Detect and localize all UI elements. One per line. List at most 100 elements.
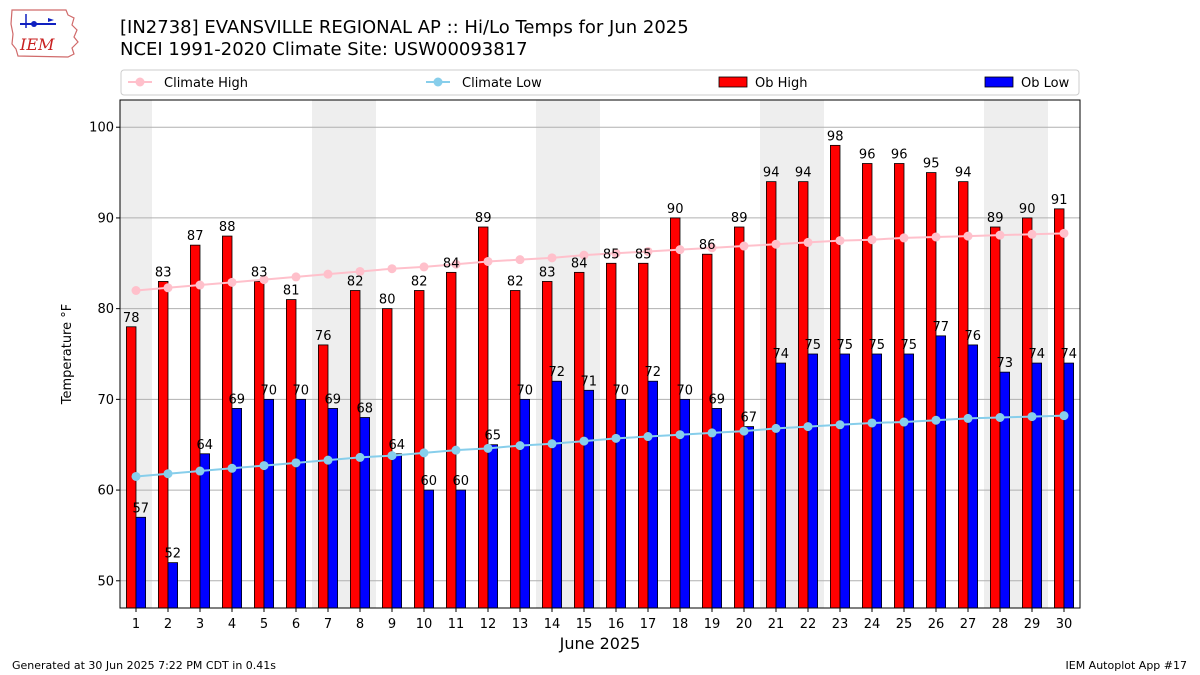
ob-low-bar (935, 335, 947, 609)
ob-low-value-label: 70 (261, 383, 278, 398)
climate-low-point (707, 428, 717, 438)
ob-high-value-label: 91 (1051, 193, 1068, 208)
ob-low-value-label: 60 (421, 474, 438, 489)
ob-low-value-label: 73 (997, 356, 1014, 371)
x-tick-label: 6 (292, 617, 300, 632)
climate-low-point (163, 469, 173, 479)
ob-high-value-label: 84 (571, 256, 588, 271)
climate-high-point (931, 232, 941, 242)
x-tick-label: 19 (704, 617, 721, 632)
ob-high-bar (958, 181, 969, 609)
ob-low-value-label: 77 (933, 320, 950, 335)
climate-low-point (323, 455, 333, 465)
climate-low-point (291, 458, 301, 468)
x-tick-label: 20 (736, 617, 753, 632)
ob-low-bar (135, 516, 147, 609)
plot-frame (119, 99, 1081, 609)
ob-high-bar (830, 144, 841, 609)
climate-high-point (675, 245, 685, 255)
climate-high-point (515, 255, 525, 265)
ob-low-value-label: 72 (549, 365, 566, 380)
ob-high-legend-swatch (718, 76, 748, 88)
climate-low-point (675, 430, 685, 440)
climate-high-point (707, 243, 717, 253)
ob-low-bar (839, 353, 851, 609)
ob-low-bar (711, 408, 723, 609)
ob-low-value-label: 75 (837, 338, 854, 353)
ob-low-value-label: 71 (581, 374, 598, 389)
climate-low-legend-marker (433, 77, 443, 87)
ob-high-bar (477, 226, 489, 609)
x-tick-label: 17 (640, 617, 657, 632)
climate-low-point (483, 443, 493, 453)
climate-high-point (355, 266, 365, 276)
ob-low-value-label: 70 (677, 383, 694, 398)
x-tick-label: 4 (228, 617, 236, 632)
climate-low-point (1027, 412, 1037, 422)
ob-high-value-label: 78 (123, 311, 140, 326)
chart-title: [IN2738] EVANSVILLE REGIONAL AP :: Hi/Lo… (120, 17, 689, 38)
x-tick-label: 25 (896, 617, 913, 632)
ob-low-value-label: 74 (1029, 347, 1046, 362)
ob-high-value-label: 89 (731, 211, 748, 226)
ob-low-value-label: 64 (197, 438, 214, 453)
ob-low-value-label: 76 (965, 329, 982, 344)
climate-low-point (899, 417, 909, 427)
ob-low-bar (519, 398, 531, 609)
ob-high-bar (862, 163, 873, 609)
ob-high-bar (126, 326, 137, 609)
x-tick-label: 15 (576, 617, 593, 632)
ob-low-value-label: 74 (773, 347, 790, 362)
ob-high-value-label: 85 (635, 247, 652, 262)
x-tick-label: 27 (960, 617, 977, 632)
x-tick-label: 9 (388, 617, 396, 632)
ob-high-value-label: 81 (283, 284, 300, 299)
ob-low-value-label: 75 (869, 338, 886, 353)
climate-low-legend-label: Climate Low (462, 76, 542, 91)
climate-low-point (195, 466, 205, 476)
ob-high-value-label: 96 (891, 148, 908, 163)
ob-high-value-label: 82 (411, 275, 428, 290)
x-tick-label: 13 (512, 617, 529, 632)
ob-low-bar (871, 353, 883, 609)
ob-low-bar (743, 426, 755, 609)
ob-high-value-label: 90 (667, 202, 684, 217)
climate-low-point (355, 452, 365, 462)
climate-high-line (135, 232, 1065, 292)
climate-low-point (739, 426, 749, 436)
ob-low-bar (263, 398, 275, 609)
climate-low-point (547, 439, 557, 449)
x-tick-label: 22 (800, 617, 817, 632)
ob-high-bar (445, 271, 457, 609)
ob-high-value-label: 84 (443, 256, 460, 271)
x-tick-label: 30 (1056, 617, 1073, 632)
ob-high-value-label: 98 (827, 129, 844, 144)
ob-high-value-label: 94 (763, 166, 780, 181)
ob-high-value-label: 94 (955, 166, 972, 181)
x-tick-label: 11 (448, 617, 465, 632)
x-tick-label: 3 (196, 617, 204, 632)
x-tick-label: 10 (416, 617, 433, 632)
x-tick-label: 28 (992, 617, 1009, 632)
climate-low-point (835, 420, 845, 430)
climate-high-point (579, 250, 589, 260)
y-tick-label: 70 (97, 393, 114, 408)
climate-high-point (227, 277, 237, 287)
ob-high-value-label: 96 (859, 148, 876, 163)
ob-high-value-label: 83 (155, 265, 172, 280)
ob-high-value-label: 82 (347, 275, 364, 290)
ob-low-bar (903, 353, 915, 609)
ob-high-value-label: 90 (1019, 202, 1036, 217)
climate-high-point (739, 241, 749, 251)
climate-high-point (131, 286, 141, 295)
ob-low-bar (807, 353, 819, 609)
ob-high-value-label: 88 (219, 220, 236, 235)
ob-high-value-label: 94 (795, 166, 812, 181)
x-tick-label: 29 (1024, 617, 1041, 632)
ob-low-value-label: 75 (805, 338, 822, 353)
ob-high-value-label: 80 (379, 293, 396, 308)
climate-low-point (931, 415, 941, 425)
iem-logo: IEM (10, 9, 79, 58)
ob-high-value-label: 87 (187, 229, 204, 244)
climate-low-point (1059, 411, 1069, 421)
